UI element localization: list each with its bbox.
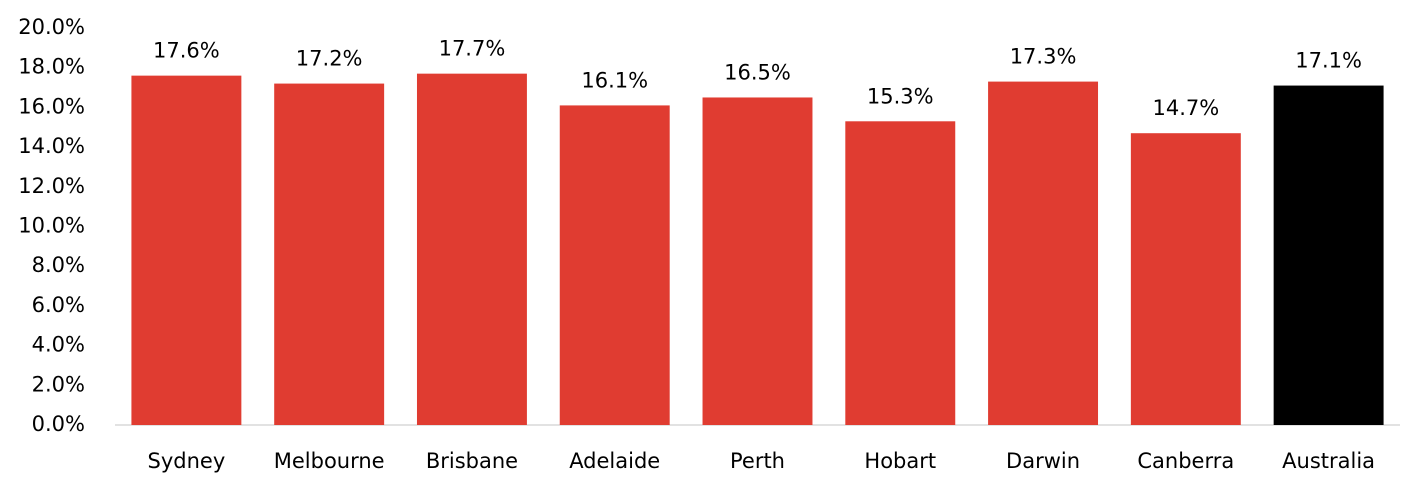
y-tick-label: 18.0% [18,55,85,79]
value-label: 17.2% [296,47,363,71]
value-label: 17.1% [1295,49,1362,73]
y-tick-label: 12.0% [18,174,85,198]
x-tick-label: Australia [1282,449,1375,473]
y-tick-label: 6.0% [32,293,85,317]
value-label: 17.6% [153,39,220,63]
y-tick-label: 4.0% [32,333,85,357]
value-label: 16.5% [724,60,791,84]
y-tick-label: 20.0% [18,15,85,39]
y-tick-label: 16.0% [18,94,85,118]
value-label: 17.7% [439,37,506,61]
value-label: 16.1% [581,68,648,92]
x-tick-label: Darwin [1006,449,1080,473]
x-tick-label: Perth [730,449,785,473]
bar [274,83,385,425]
value-label: 15.3% [867,84,934,108]
y-tick-label: 14.0% [18,134,85,158]
x-tick-label: Hobart [864,449,936,473]
bar [1130,133,1241,425]
x-tick-label: Adelaide [569,449,660,473]
y-tick-label: 10.0% [18,214,85,238]
bar [1273,85,1384,425]
y-tick-label: 0.0% [32,412,85,436]
x-tick-label: Brisbane [426,449,518,473]
x-tick-label: Sydney [148,449,226,473]
bar [559,105,670,425]
bar [702,97,813,425]
y-tick-label: 8.0% [32,253,85,277]
bar [988,81,1099,425]
bar [845,121,956,426]
value-label: 17.3% [1010,45,1077,69]
bar [416,73,527,425]
bar [131,75,242,425]
y-tick-label: 2.0% [32,372,85,396]
x-tick-label: Canberra [1137,449,1234,473]
value-label: 14.7% [1152,96,1219,120]
x-tick-label: Melbourne [274,449,385,473]
